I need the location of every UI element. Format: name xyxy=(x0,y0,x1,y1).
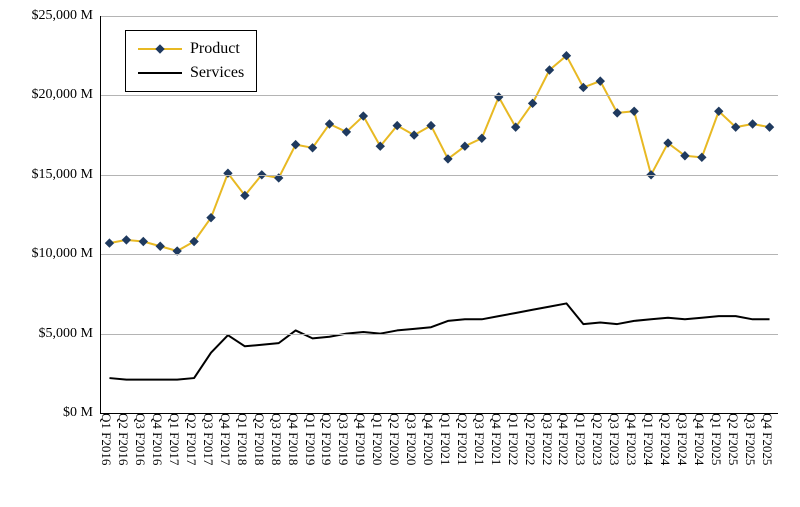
legend-label: Product xyxy=(190,40,240,58)
y-axis-label: $5,000 M xyxy=(39,326,101,342)
legend-swatch xyxy=(138,64,182,82)
legend-label: Services xyxy=(190,64,244,82)
series-marker-product xyxy=(698,153,706,161)
y-axis-label: $15,000 M xyxy=(32,167,101,183)
series-marker-product xyxy=(427,122,435,130)
series-marker-product xyxy=(495,93,503,101)
series-marker-product xyxy=(630,107,638,115)
series-marker-product xyxy=(410,131,418,139)
grid-line xyxy=(101,175,778,176)
series-marker-product xyxy=(766,123,774,131)
y-axis-label: $10,000 M xyxy=(32,246,101,262)
series-marker-product xyxy=(579,83,587,91)
legend-swatch xyxy=(138,40,182,58)
y-axis-label: $25,000 M xyxy=(32,8,101,24)
x-axis-label: Q4 F2025 xyxy=(759,413,781,465)
series-marker-product xyxy=(596,77,604,85)
y-axis-label: $0 M xyxy=(63,405,101,421)
grid-line xyxy=(101,16,778,17)
series-marker-product xyxy=(478,134,486,142)
series-marker-product xyxy=(105,239,113,247)
series-marker-product xyxy=(749,120,757,128)
series-line-services xyxy=(109,303,769,379)
chart-legend: Product Services xyxy=(125,30,257,92)
legend-item-services: Services xyxy=(138,61,244,85)
grid-line xyxy=(101,95,778,96)
y-axis-label: $20,000 M xyxy=(32,87,101,103)
series-marker-product xyxy=(122,236,130,244)
series-marker-product xyxy=(156,242,164,250)
legend-item-product: Product xyxy=(138,37,244,61)
grid-line xyxy=(101,254,778,255)
series-marker-product xyxy=(613,109,621,117)
series-marker-product xyxy=(292,141,300,149)
grid-line xyxy=(101,334,778,335)
series-marker-product xyxy=(139,237,147,245)
